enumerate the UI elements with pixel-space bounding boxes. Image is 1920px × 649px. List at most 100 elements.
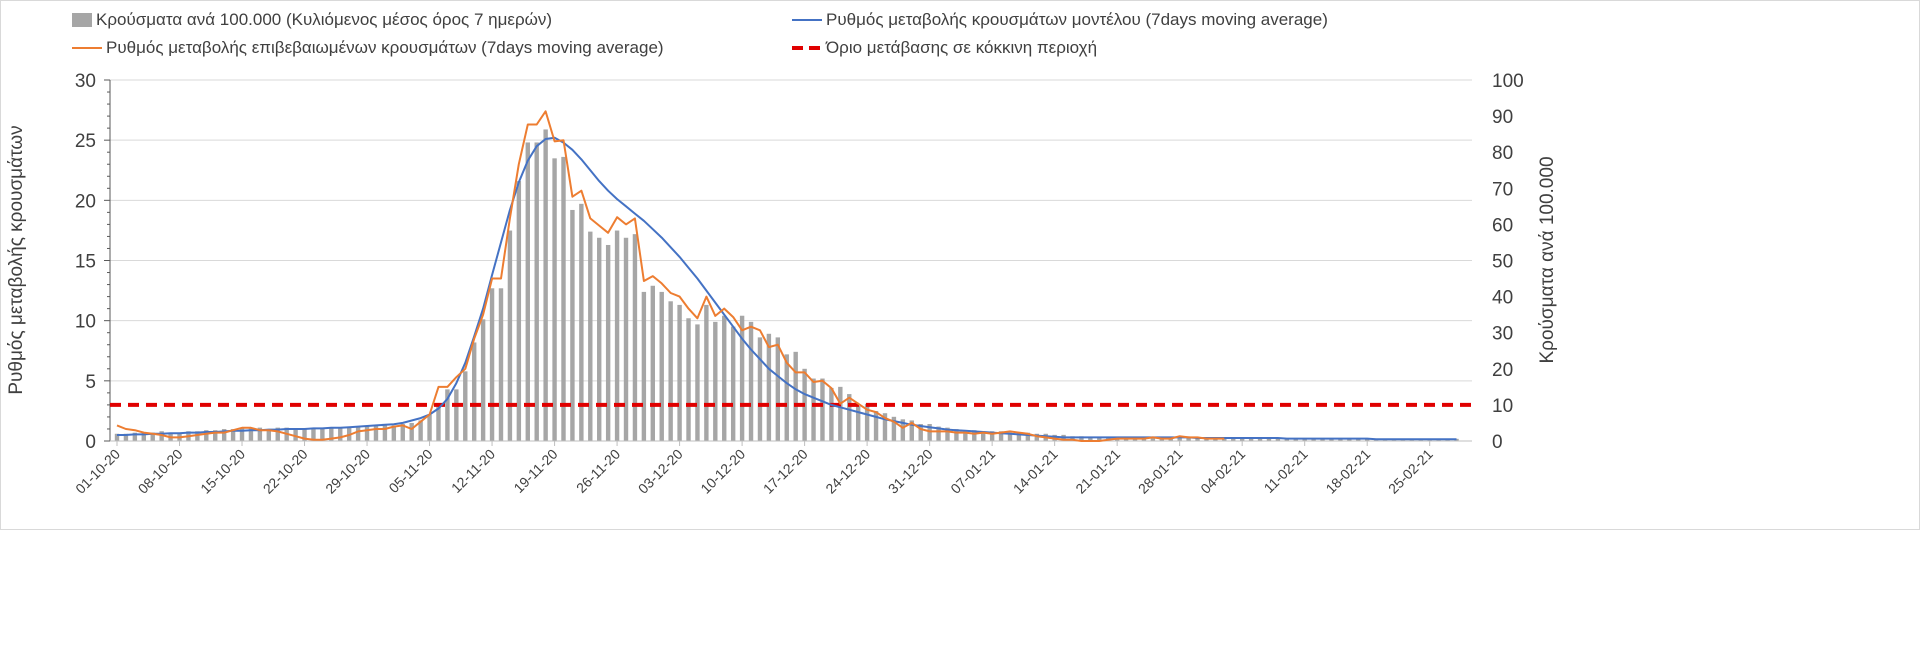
bar bbox=[114, 433, 120, 441]
bar bbox=[275, 427, 280, 441]
y-left-tick-label: 15 bbox=[75, 252, 96, 273]
legend-label: Ρυθμός μεταβολής επιβεβαιωμένων κρουσμάτ… bbox=[106, 38, 664, 57]
bar bbox=[793, 351, 798, 441]
bar bbox=[864, 403, 870, 441]
y-left-axis-title: Ρυθμός μεταβολής κρουσμάτων bbox=[6, 125, 27, 394]
bar bbox=[248, 427, 254, 441]
x-tick-label: 22-10-20 bbox=[260, 446, 311, 497]
bar bbox=[695, 324, 700, 441]
bar bbox=[775, 337, 781, 441]
bar bbox=[1016, 432, 1022, 441]
bar bbox=[534, 142, 539, 441]
bar bbox=[195, 431, 200, 441]
bar bbox=[918, 424, 923, 441]
bar bbox=[213, 430, 218, 441]
bar bbox=[713, 321, 718, 441]
bar bbox=[329, 427, 334, 441]
bar bbox=[811, 378, 816, 441]
y-left-tick-label: 30 bbox=[75, 71, 96, 92]
bar bbox=[900, 419, 906, 441]
bar bbox=[409, 422, 414, 441]
bar bbox=[882, 413, 888, 441]
y-right-axis-title: Κρούσματα ανά 100.000 bbox=[1537, 156, 1558, 363]
x-tick-label: 24-12-20 bbox=[822, 446, 873, 497]
bar bbox=[150, 432, 155, 441]
bar bbox=[766, 333, 772, 441]
bar bbox=[1231, 438, 1236, 441]
bar bbox=[1257, 438, 1263, 441]
bar bbox=[838, 386, 843, 441]
bar bbox=[909, 420, 914, 441]
bar bbox=[1150, 437, 1156, 441]
bar bbox=[123, 433, 129, 441]
bar bbox=[757, 337, 763, 441]
bar bbox=[1248, 438, 1254, 441]
bar bbox=[1177, 437, 1182, 441]
y-right-tick-label: 20 bbox=[1492, 360, 1513, 381]
bar bbox=[436, 404, 441, 441]
bar bbox=[391, 425, 397, 441]
bar bbox=[945, 427, 950, 441]
bar bbox=[1195, 438, 1200, 441]
bar bbox=[132, 432, 138, 441]
bar bbox=[784, 354, 789, 441]
bar bbox=[936, 426, 941, 441]
bar bbox=[552, 158, 557, 441]
x-tick-label: 21-01-21 bbox=[1072, 446, 1123, 497]
bar bbox=[498, 288, 504, 441]
bar bbox=[1239, 438, 1245, 441]
bar bbox=[454, 389, 459, 441]
bar bbox=[1356, 438, 1361, 441]
legend-label: Κρούσματα ανά 100.000 (Κυλιόμενος μέσος … bbox=[96, 10, 553, 29]
bar bbox=[141, 432, 146, 441]
bar bbox=[927, 424, 932, 441]
y-left-tick-label: 20 bbox=[75, 191, 96, 212]
y-left-tick-label: 10 bbox=[75, 312, 96, 333]
x-tick-label: 25-02-21 bbox=[1385, 446, 1436, 497]
bar bbox=[1097, 437, 1102, 441]
bar bbox=[1186, 437, 1191, 441]
bar bbox=[364, 426, 370, 441]
legend-item-confirmed: Ρυθμός μεταβολής επιβεβαιωμένων κρουσμάτ… bbox=[72, 38, 664, 58]
legend-label: Όριο μετάβασης σε κόκκινη περιοχή bbox=[826, 38, 1098, 57]
y-right-tick-label: 70 bbox=[1492, 179, 1513, 200]
bar bbox=[641, 291, 647, 441]
bar bbox=[1034, 433, 1039, 441]
bar bbox=[748, 321, 754, 441]
bar bbox=[338, 427, 343, 441]
bar bbox=[981, 431, 986, 441]
bar bbox=[525, 142, 530, 441]
bar bbox=[1329, 438, 1334, 441]
y-right-tick-label: 40 bbox=[1492, 288, 1513, 309]
bar bbox=[891, 416, 897, 441]
y-right-tick-label: 30 bbox=[1492, 324, 1513, 345]
x-tick-label: 28-01-21 bbox=[1135, 446, 1186, 497]
bar bbox=[320, 427, 325, 441]
bar bbox=[355, 426, 361, 441]
bar bbox=[605, 244, 611, 441]
bar bbox=[516, 181, 522, 441]
bar bbox=[989, 431, 995, 441]
x-tick-label: 01-10-20 bbox=[72, 446, 123, 497]
bar bbox=[230, 429, 236, 441]
bar bbox=[739, 315, 745, 441]
legend-label: Ρυθμός μεταβολής κρουσμάτων μοντέλου (7d… bbox=[826, 10, 1328, 29]
bar bbox=[400, 424, 405, 441]
bar bbox=[257, 427, 263, 441]
bar bbox=[1266, 438, 1272, 441]
y-right-tick-label: 60 bbox=[1492, 215, 1513, 236]
bar bbox=[730, 326, 736, 441]
y-left-tick-label: 25 bbox=[75, 131, 96, 152]
bar bbox=[382, 425, 388, 441]
bar bbox=[266, 429, 272, 441]
bar bbox=[722, 315, 727, 441]
bar bbox=[293, 429, 298, 441]
x-tick-label: 04-02-21 bbox=[1197, 446, 1248, 497]
bar bbox=[480, 319, 486, 441]
y-left-tick-label: 0 bbox=[85, 432, 96, 453]
bar bbox=[704, 304, 709, 441]
bar bbox=[1079, 436, 1084, 441]
bar bbox=[1320, 438, 1325, 441]
y-right-tick-label: 80 bbox=[1492, 143, 1513, 164]
